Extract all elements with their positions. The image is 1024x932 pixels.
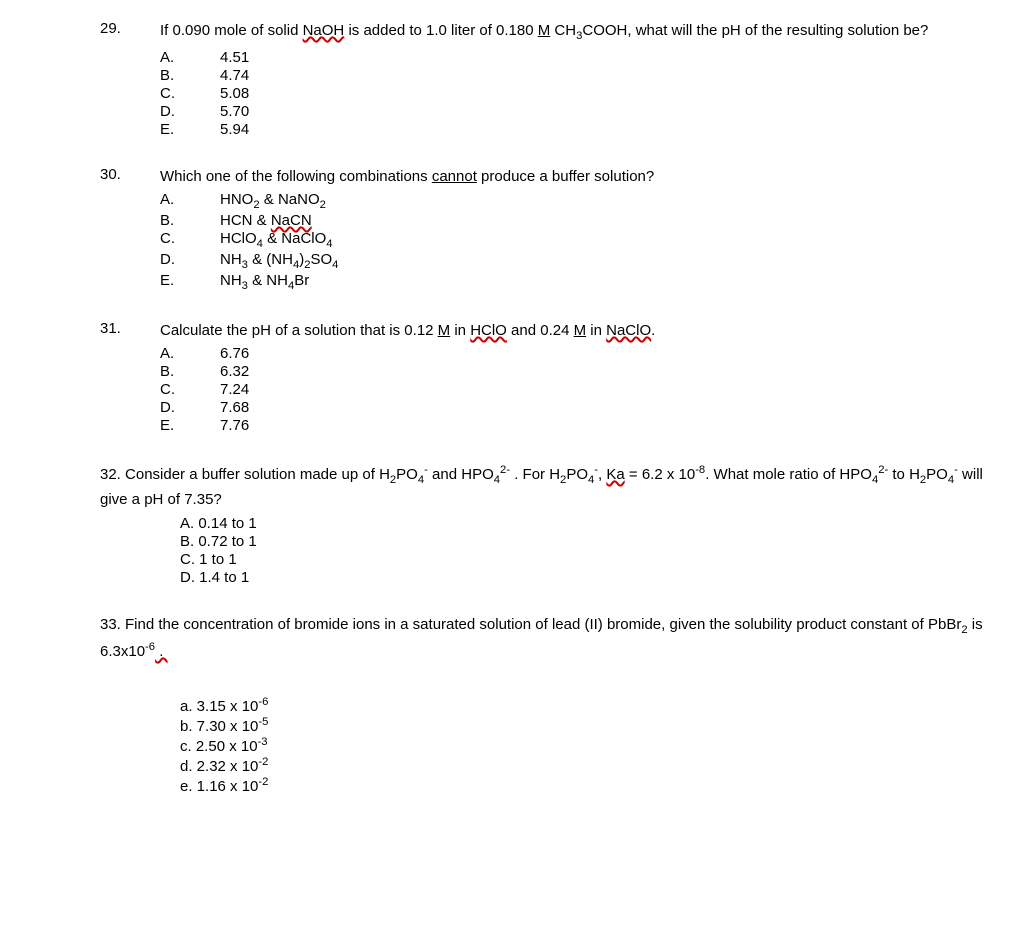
option-item: c. 2.50 x 10-3: [180, 736, 984, 755]
option-letter: C.: [160, 85, 220, 102]
option-letter: D.: [160, 399, 220, 416]
option-letter: E.: [160, 121, 220, 138]
question-31: 31. Calculate the pH of a solution that …: [100, 320, 984, 434]
question-number: 29.: [100, 20, 160, 37]
option-item: A. 0.14 to 1: [180, 515, 984, 532]
underlined-text: cannot: [432, 168, 477, 185]
option-value: 5.70: [220, 103, 984, 120]
option-item: D. 5.70: [160, 103, 984, 120]
option-value: 4.51: [220, 49, 984, 66]
option-item: b. 7.30 x 10-5: [180, 716, 984, 735]
option-value: 5.94: [220, 121, 984, 138]
option-value: NH3 & NH4Br: [220, 272, 984, 292]
option-value: 4.74: [220, 67, 984, 84]
question-text: Calculate the pH of a solution that is 0…: [160, 320, 984, 341]
option-item: C. HClO4 & NaClO4: [160, 230, 984, 250]
option-item: B. HCN & NaCN: [160, 212, 984, 229]
option-letter: B.: [160, 212, 220, 229]
option-item: A. HNO2 & NaNO2: [160, 191, 984, 211]
question-text: Which one of the following combinations …: [160, 166, 984, 187]
question-30: 30. Which one of the following combinati…: [100, 166, 984, 292]
option-letter: B.: [160, 363, 220, 380]
option-letter: b.: [180, 718, 193, 735]
question-row: 29. If 0.090 mole of solid NaOH is added…: [100, 20, 984, 45]
option-value: HCN & NaCN: [220, 212, 984, 229]
option-letter: D.: [160, 251, 220, 271]
option-letter: e.: [180, 778, 193, 795]
option-letter: D.: [160, 103, 220, 120]
option-value: HNO2 & NaNO2: [220, 191, 984, 211]
option-letter: C.: [160, 230, 220, 250]
options-list: A. 6.76 B. 6.32 C. 7.24 D. 7.68 E. 7.76: [160, 345, 984, 434]
option-value: NH3 & (NH4)2SO4: [220, 251, 984, 271]
squiggly-text: Ka: [606, 466, 624, 483]
question-32: 32. Consider a buffer solution made up o…: [100, 462, 984, 586]
option-value: 5.08: [220, 85, 984, 102]
option-letter: C.: [160, 381, 220, 398]
squiggly-text: NaClO: [606, 322, 651, 339]
option-value: 7.68: [220, 399, 984, 416]
option-letter: E.: [160, 417, 220, 434]
option-letter: A.: [160, 191, 220, 211]
question-text: If 0.090 mole of solid NaOH is added to …: [160, 20, 984, 45]
option-item: B. 4.74: [160, 67, 984, 84]
option-item: C. 7.24: [160, 381, 984, 398]
option-letter: E.: [160, 272, 220, 292]
options-list: a. 3.15 x 10-6 b. 7.30 x 10-5 c. 2.50 x …: [180, 696, 984, 795]
option-letter: A.: [160, 345, 220, 362]
option-item: d. 2.32 x 10-2: [180, 756, 984, 775]
option-letter: B.: [160, 67, 220, 84]
question-row: 31. Calculate the pH of a solution that …: [100, 320, 984, 341]
squiggly-text: HClO: [470, 322, 507, 339]
option-value: HClO4 & NaClO4: [220, 230, 984, 250]
option-item: D. NH3 & (NH4)2SO4: [160, 251, 984, 271]
question-33: 33. Find the concentration of bromide io…: [100, 614, 984, 794]
option-letter: c.: [180, 738, 192, 755]
option-item: B. 6.32: [160, 363, 984, 380]
question-number: 30.: [100, 166, 160, 183]
option-item: D. 7.68: [160, 399, 984, 416]
option-item: e. 1.16 x 10-2: [180, 776, 984, 795]
option-letter: d.: [180, 758, 193, 775]
option-value: 7.76: [220, 417, 984, 434]
option-item: B. 0.72 to 1: [180, 533, 984, 550]
option-item: A. 4.51: [160, 49, 984, 66]
options-list: A. HNO2 & NaNO2 B. HCN & NaCN C. HClO4 &…: [160, 191, 984, 292]
options-list: A. 4.51 B. 4.74 C. 5.08 D. 5.70 E. 5.94: [160, 49, 984, 138]
squiggly-text: NaOH: [303, 22, 345, 39]
option-value: 6.76: [220, 345, 984, 362]
option-letter: a.: [180, 698, 193, 715]
options-list: A. 0.14 to 1 B. 0.72 to 1 C. 1 to 1 D. 1…: [180, 515, 984, 586]
question-number: 31.: [100, 320, 160, 337]
squiggly-icon: .: [155, 643, 168, 660]
option-item: D. 1.4 to 1: [180, 569, 984, 586]
option-item: a. 3.15 x 10-6: [180, 696, 984, 715]
question-text: 32. Consider a buffer solution made up o…: [100, 462, 984, 511]
option-item: E. 5.94: [160, 121, 984, 138]
option-value: 7.24: [220, 381, 984, 398]
question-29: 29. If 0.090 mole of solid NaOH is added…: [100, 20, 984, 138]
option-item: C. 5.08: [160, 85, 984, 102]
option-value: 6.32: [220, 363, 984, 380]
question-text: 33. Find the concentration of bromide io…: [100, 614, 984, 663]
option-item: A. 6.76: [160, 345, 984, 362]
option-item: C. 1 to 1: [180, 551, 984, 568]
option-letter: A.: [160, 49, 220, 66]
squiggly-text: NaCN: [271, 212, 312, 229]
question-row: 30. Which one of the following combinati…: [100, 166, 984, 187]
option-item: E. NH3 & NH4Br: [160, 272, 984, 292]
option-item: E. 7.76: [160, 417, 984, 434]
